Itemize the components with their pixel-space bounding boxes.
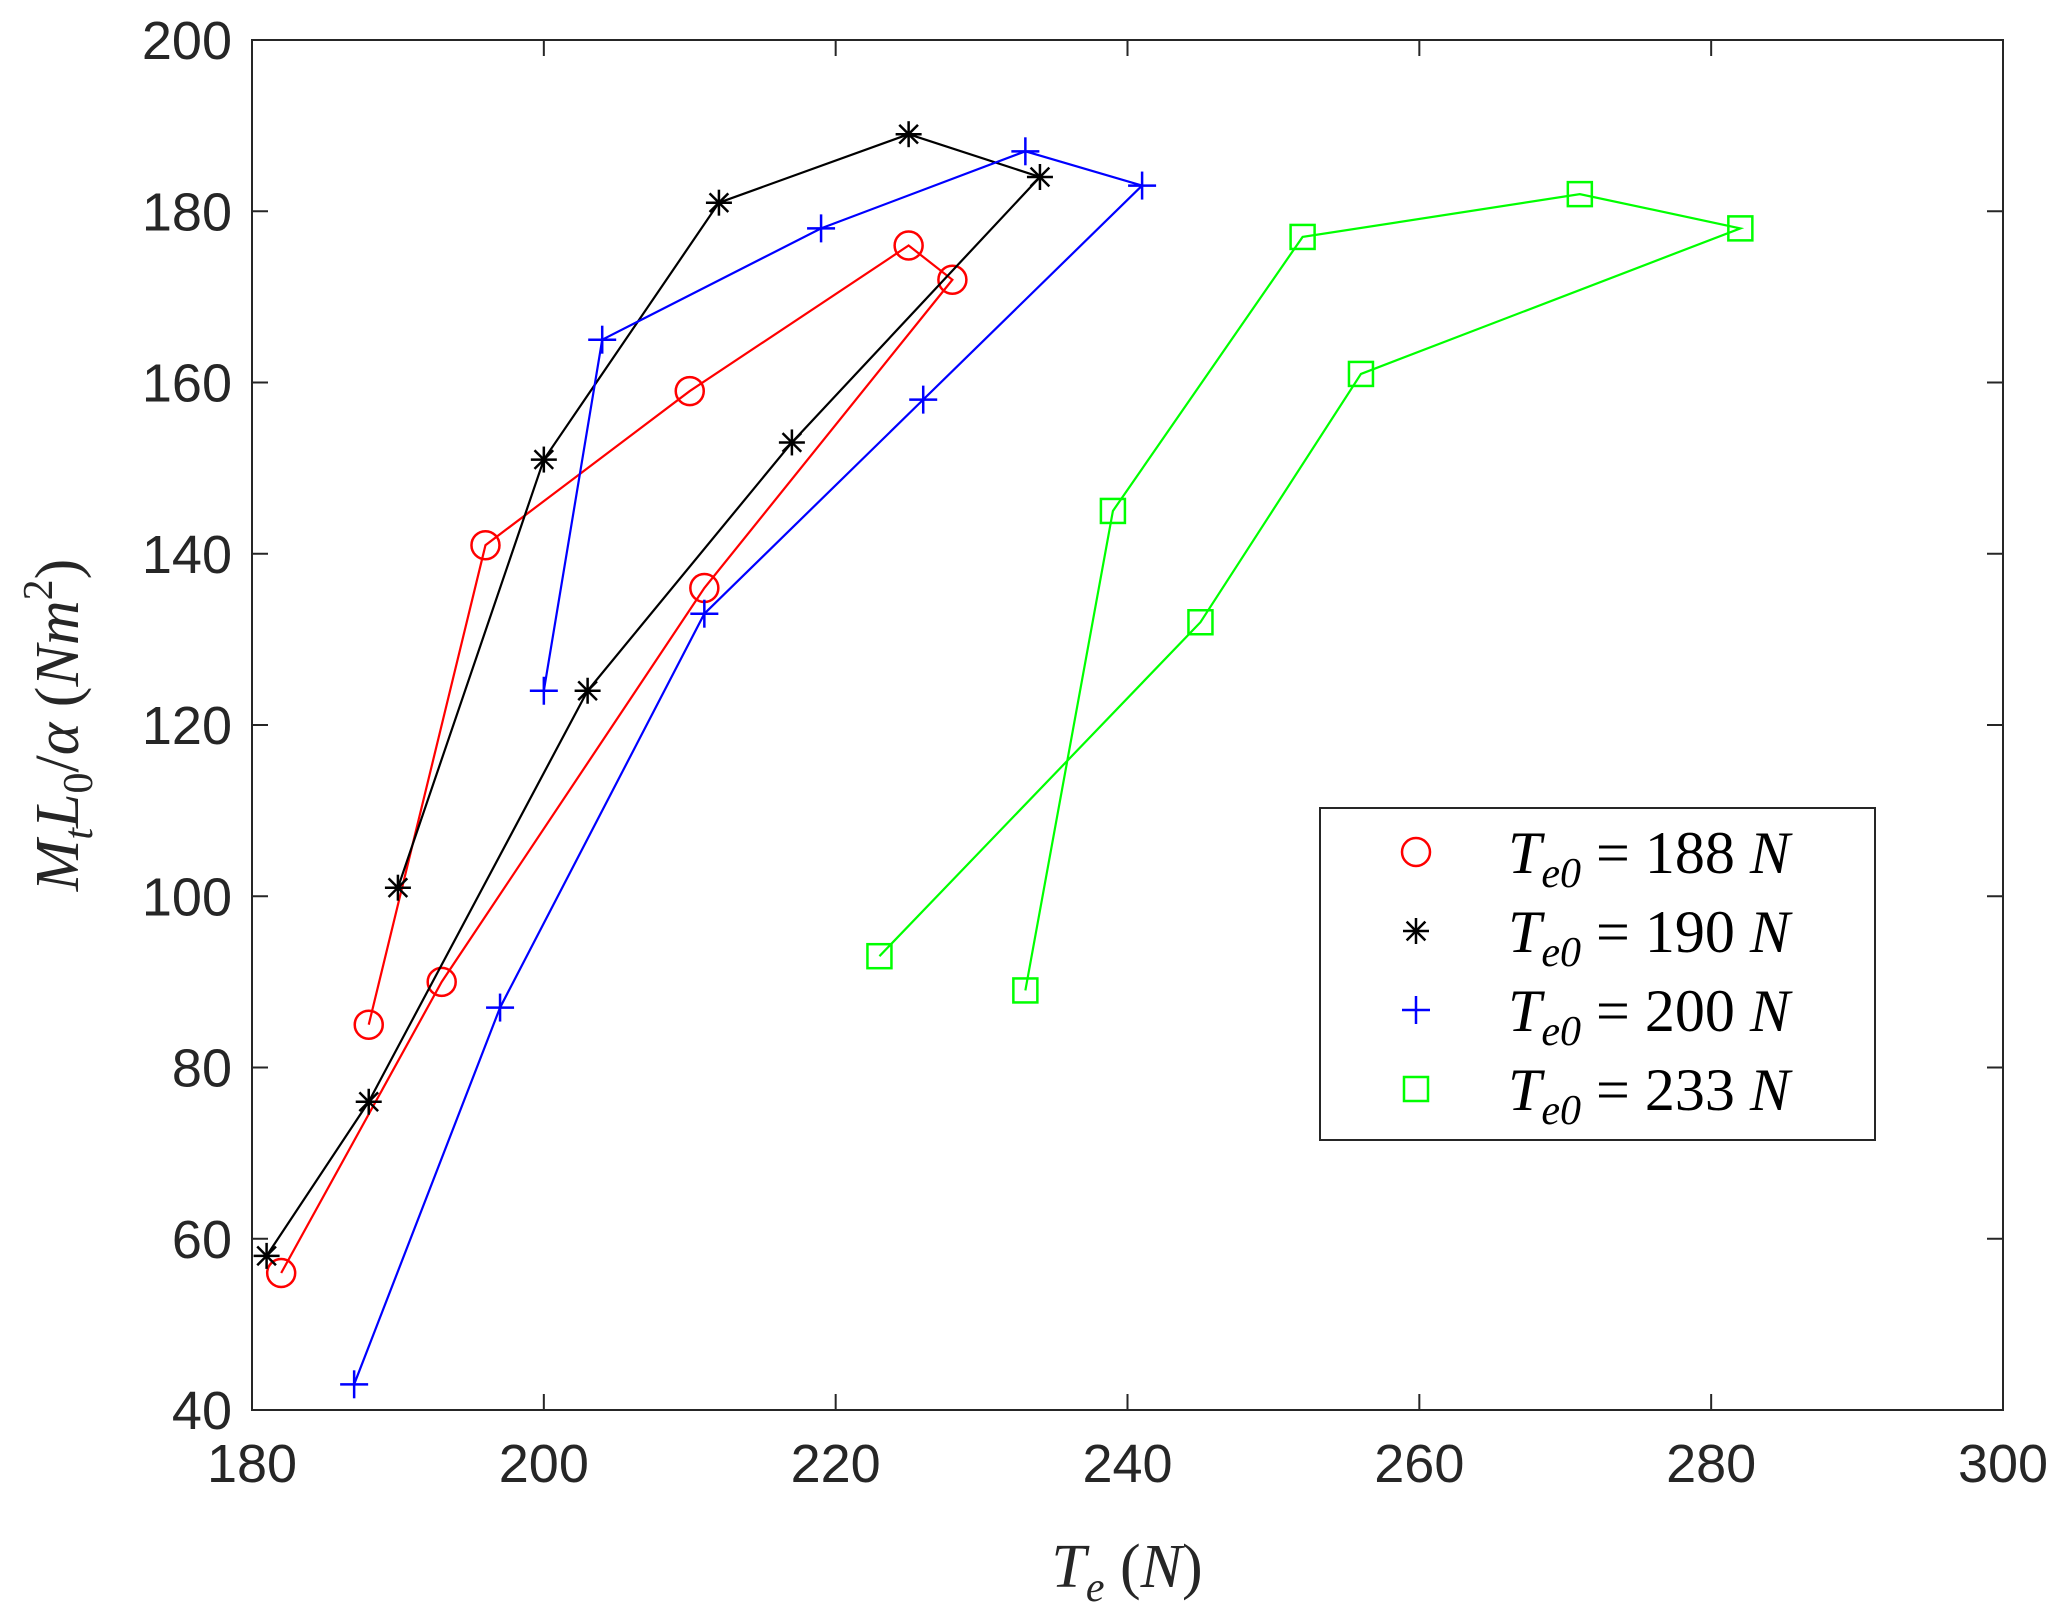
data-point-2-4 bbox=[1128, 171, 1157, 200]
x-tick-label-200: 200 bbox=[499, 1434, 589, 1494]
data-point-2-2 bbox=[690, 599, 719, 628]
data-point-3-6 bbox=[1099, 497, 1127, 525]
x-tick-label-220: 220 bbox=[791, 1434, 881, 1494]
legend-box bbox=[1319, 807, 1876, 1141]
legend-marker-1 bbox=[1403, 918, 1429, 944]
data-point-0-3 bbox=[937, 264, 968, 295]
y-tick-label-40: 40 bbox=[172, 1381, 232, 1441]
data-point-2-6 bbox=[807, 214, 836, 243]
data-point-1-1 bbox=[355, 1088, 382, 1115]
plot-background bbox=[252, 40, 2003, 1410]
legend-label-200: Te0 = 200 N bbox=[1508, 978, 1793, 1055]
series-layer bbox=[253, 121, 1754, 1399]
y-axis-label: MtL0/α (Nm2) bbox=[16, 559, 102, 893]
data-point-2-5 bbox=[1011, 137, 1040, 166]
legend-marker-3 bbox=[1402, 1075, 1430, 1103]
data-point-0-0 bbox=[265, 1257, 297, 1289]
data-point-3-7 bbox=[1012, 977, 1039, 1004]
legend-marker-2 bbox=[1402, 996, 1430, 1024]
data-point-1-6 bbox=[705, 189, 732, 216]
data-point-0-1 bbox=[426, 966, 457, 998]
y-tick-label-140: 140 bbox=[142, 525, 232, 585]
x-tick-label-280: 280 bbox=[1666, 1434, 1756, 1494]
series-2 bbox=[340, 137, 1157, 1399]
data-point-1-3 bbox=[778, 429, 805, 456]
legend-label-233: Te0 = 233 N bbox=[1508, 1057, 1793, 1134]
y-tick-label-160: 160 bbox=[142, 354, 232, 414]
legend: Te0 = 188 N Te0 = 190 N Te0 = 200 N Te0 … bbox=[1319, 807, 1876, 1141]
data-point-0-6 bbox=[470, 529, 501, 561]
y-tick-label-120: 120 bbox=[142, 696, 232, 756]
data-point-1-5 bbox=[895, 121, 922, 148]
data-point-1-7 bbox=[530, 446, 557, 473]
ticks-layer: 180 200 220 240 260 280 300 40 60 80 100 120 140 160 1… bbox=[142, 11, 2048, 1494]
data-point-1-8 bbox=[384, 874, 411, 901]
x-axis-label: Te (N) bbox=[1051, 1533, 1202, 1611]
x-tick-label-180: 180 bbox=[207, 1434, 297, 1494]
data-point-2-1 bbox=[486, 993, 515, 1022]
data-point-1-4 bbox=[1026, 164, 1053, 190]
legend-label-188: Te0 = 188 N bbox=[1508, 820, 1793, 897]
data-point-3-3 bbox=[1727, 215, 1754, 242]
legend-marker-0 bbox=[1400, 836, 1432, 868]
data-point-3-4 bbox=[1566, 180, 1594, 208]
y-tick-label-200: 200 bbox=[142, 11, 232, 71]
series-1 bbox=[253, 121, 1053, 1269]
data-point-3-5 bbox=[1289, 223, 1316, 251]
series-line-0 bbox=[280, 244, 954, 1274]
x-tick-label-240: 240 bbox=[1082, 1434, 1172, 1494]
legend-markers bbox=[1400, 836, 1432, 1103]
x-tick-label-300: 300 bbox=[1958, 1434, 2048, 1494]
y-tick-label-100: 100 bbox=[142, 867, 232, 927]
data-point-3-0 bbox=[866, 942, 893, 970]
data-point-0-4 bbox=[893, 230, 924, 261]
data-point-1-2 bbox=[574, 677, 601, 704]
series-line-3 bbox=[878, 193, 1745, 991]
data-point-2-7 bbox=[588, 325, 617, 354]
legend-label-190: Te0 = 190 N bbox=[1508, 899, 1793, 976]
y-tick-label-180: 180 bbox=[142, 182, 232, 242]
data-point-2-0 bbox=[340, 1370, 369, 1399]
series-0 bbox=[265, 230, 968, 1289]
y-tick-label-80: 80 bbox=[172, 1039, 232, 1099]
y-tick-label-60: 60 bbox=[172, 1210, 232, 1270]
data-point-3-2 bbox=[1347, 360, 1375, 388]
x-tick-label-260: 260 bbox=[1374, 1434, 1464, 1494]
data-point-3-1 bbox=[1187, 609, 1214, 636]
series-3 bbox=[866, 180, 1754, 1004]
data-point-1-0 bbox=[253, 1242, 280, 1269]
data-point-0-7 bbox=[353, 1009, 384, 1040]
data-point-2-3 bbox=[909, 385, 938, 414]
data-point-0-5 bbox=[674, 375, 705, 407]
data-point-2-8 bbox=[529, 676, 558, 705]
